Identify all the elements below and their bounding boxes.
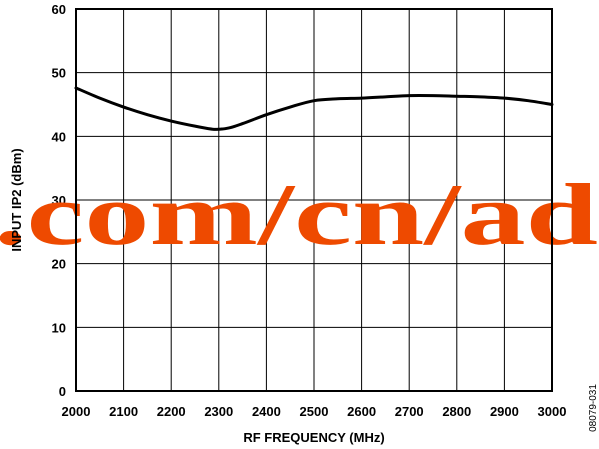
watermark-text: .com/cn/ad: [0, 167, 598, 264]
data-point: [123, 106, 125, 108]
data-point: [313, 100, 315, 102]
x-tick-label: 2600: [347, 404, 376, 419]
x-tick-label: 3000: [538, 404, 567, 419]
data-point: [227, 127, 229, 129]
y-axis-label: INPUT IP2 (dBm): [9, 148, 24, 251]
y-tick-label: 20: [52, 257, 66, 272]
x-tick-label: 2000: [62, 404, 91, 419]
data-point: [265, 114, 267, 116]
data-point: [146, 114, 148, 116]
plot-frame: [75, 8, 553, 392]
data-point: [480, 96, 482, 98]
y-tick-label: 50: [52, 66, 66, 81]
x-tick-label: 2400: [252, 404, 281, 419]
y-tick-label: 10: [52, 320, 66, 335]
data-point: [456, 95, 458, 97]
series-line: [74, 86, 554, 131]
data-point: [213, 128, 215, 130]
x-tick-label: 2200: [157, 404, 186, 419]
data-point: [337, 98, 339, 100]
x-axis-label: RF FREQUENCY (MHz): [243, 430, 384, 445]
data-point: [527, 100, 529, 102]
data-point: [432, 95, 434, 97]
data-point: [408, 95, 410, 97]
y-tick-label: 60: [52, 2, 66, 17]
data-point: [503, 97, 505, 99]
data-point: [170, 120, 172, 122]
data-point: [384, 96, 386, 98]
figure-id: 08079-031: [588, 384, 599, 432]
x-tick-label: 2800: [442, 404, 471, 419]
y-tick-label: 40: [52, 129, 66, 144]
data-point: [361, 97, 363, 99]
x-tick-label: 2100: [109, 404, 138, 419]
y-tick-label: 0: [59, 384, 66, 399]
data-point: [242, 123, 244, 125]
data-point: [99, 97, 101, 99]
data-point: [194, 125, 196, 127]
y-tick-label: 30: [52, 193, 66, 208]
tick-labels: 2000 2100 2200 2300 2400 2500 2600 2700 2800 2900…: [52, 2, 567, 419]
x-tick-label: 2300: [204, 404, 233, 419]
x-tick-label: 2700: [395, 404, 424, 419]
x-tick-label: 2500: [300, 404, 329, 419]
data-point: [289, 106, 291, 108]
x-tick-label: 2900: [490, 404, 519, 419]
